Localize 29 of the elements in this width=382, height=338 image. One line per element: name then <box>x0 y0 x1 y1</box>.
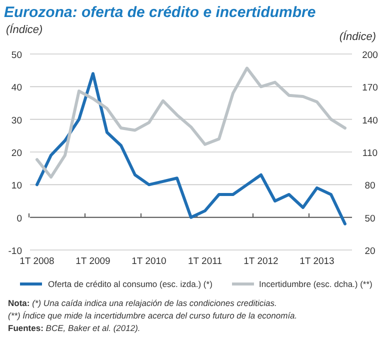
source-note: Fuentes: BCE, Baker et al. (2012). <box>8 323 140 333</box>
x-tick-label: 1T 2009 <box>76 256 110 267</box>
y2-tick-label: 80 <box>364 180 376 192</box>
y-tick-label: 40 <box>11 82 22 94</box>
legend-label: Incertidumbre (esc. dcha.) (**) <box>259 279 373 289</box>
x-tick-label: 1T 2010 <box>132 256 166 267</box>
y2-tick-label: 50 <box>364 213 376 224</box>
y2-axis-title: (Índice) <box>339 30 376 43</box>
y2-tick-label: 110 <box>362 148 378 159</box>
legend-label: Oferta de crédito al consumo (esc. izda.) (*) <box>48 279 213 289</box>
y2-tick-label: 20 <box>364 246 376 257</box>
y-tick-label: 50 <box>11 50 22 61</box>
y-tick-label: 0 <box>16 213 22 224</box>
x-tick-label: 1T 2012 <box>244 256 278 267</box>
y2-tick-label: 200 <box>362 50 378 61</box>
x-tick-label: 1T 2011 <box>188 256 222 267</box>
y-tick-label: -10 <box>8 246 22 257</box>
y-tick-label: 10 <box>11 180 22 192</box>
line-series <box>36 72 346 226</box>
y-tick-label: 20 <box>11 148 22 159</box>
y2-tick-label: 140 <box>362 115 378 126</box>
text: Nota: (*) Una caída indica una relajación de las condiciones crediticias. <box>8 298 277 308</box>
y2-tick-label: 170 <box>362 82 378 94</box>
x-tick-label: 1T 2008 <box>20 256 54 267</box>
text: (**) Índice que mide la incertidumbre acerca del curso futuro de la economía. <box>8 310 298 320</box>
y-axis-title: (Índice) <box>6 23 44 36</box>
x-tick-label: 1T 2013 <box>300 256 334 267</box>
y-tick-label: 30 <box>11 115 22 126</box>
chart-title: Eurozona: oferta de crédito e incertidumbre <box>4 4 316 21</box>
